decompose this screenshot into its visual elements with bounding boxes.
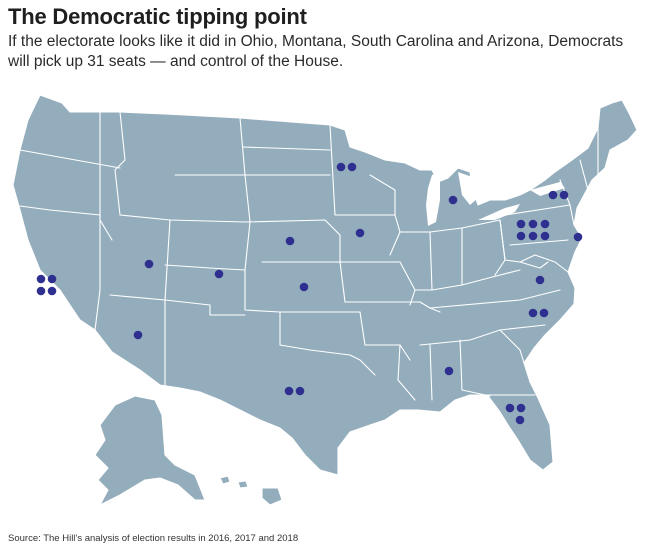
seat-dot <box>528 308 538 318</box>
seat-dots <box>36 162 583 425</box>
seat-dot <box>515 415 525 425</box>
seat-dot <box>299 282 309 292</box>
seat-dot <box>528 231 538 241</box>
state-borders <box>19 111 606 401</box>
seat-dot <box>36 286 46 296</box>
seat-dot <box>295 386 305 396</box>
seat-dot <box>36 274 46 284</box>
us-map <box>12 94 638 506</box>
seat-dot <box>47 286 57 296</box>
hawaii-island-2 <box>237 480 249 489</box>
seat-dot <box>133 330 143 340</box>
chart-title: The Democratic tipping point <box>8 4 307 29</box>
alaska <box>94 395 206 506</box>
seat-dot <box>284 386 294 396</box>
seat-dot <box>347 162 357 172</box>
seat-dot <box>516 231 526 241</box>
seat-dot <box>336 162 346 172</box>
seat-dot <box>548 190 558 200</box>
contiguous-us-landmass <box>12 94 638 476</box>
seat-dot <box>540 231 550 241</box>
seat-dot <box>535 275 545 285</box>
seat-dot <box>285 236 295 246</box>
lake-superior <box>370 143 445 163</box>
chart-subtitle: If the electorate looks like it did in O… <box>8 33 624 70</box>
seat-dot <box>516 219 526 229</box>
seat-dot <box>444 366 454 376</box>
lake-michigan <box>426 172 440 226</box>
seat-dot <box>559 190 569 200</box>
seat-dot <box>214 269 224 279</box>
seat-dot <box>516 403 526 413</box>
source-note: Source: The Hill’s analysis of election … <box>8 533 299 544</box>
seat-dot <box>47 274 57 284</box>
lake-erie <box>478 204 520 220</box>
seat-dot <box>448 195 458 205</box>
seat-dot <box>505 403 515 413</box>
seat-dot <box>540 219 550 229</box>
hawaii-island-3 <box>261 487 283 506</box>
seat-dot <box>573 232 583 242</box>
seat-dot <box>355 228 365 238</box>
seat-dot <box>539 308 549 318</box>
seat-dot <box>144 259 154 269</box>
lake-ontario <box>530 182 565 196</box>
seat-dot <box>528 219 538 229</box>
lake-huron <box>458 172 478 205</box>
hawaii-island-1 <box>219 475 231 485</box>
